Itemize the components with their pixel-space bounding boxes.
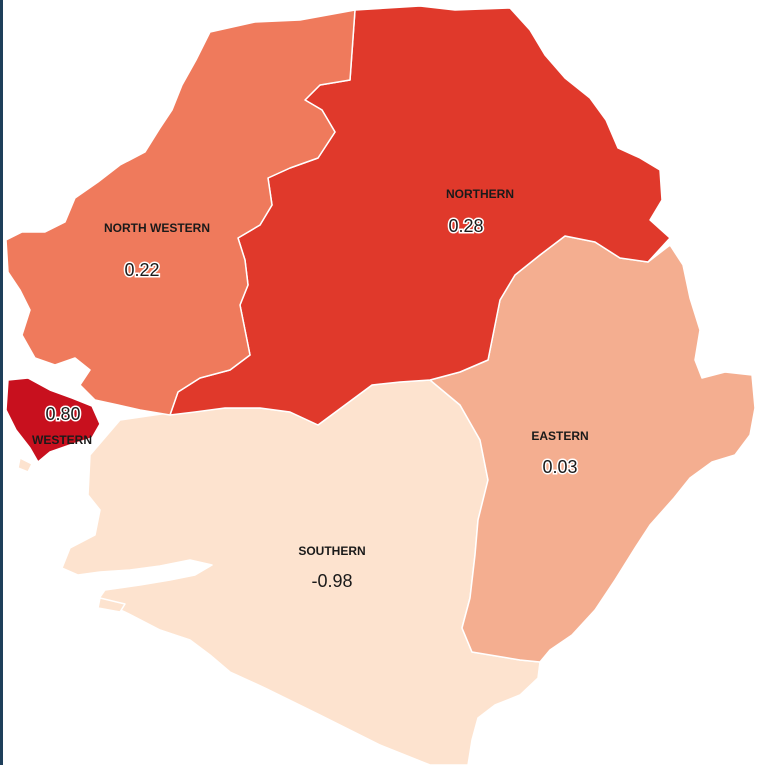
- region-label-western: WESTERN: [32, 433, 92, 447]
- region-label-northern: NORTHERN: [446, 187, 514, 201]
- region-label-north-western: NORTH WESTERN: [104, 221, 210, 235]
- region-value-southern: -0.98: [311, 571, 352, 591]
- region-north-western[interactable]: [5, 9, 356, 416]
- island-shape: [97, 597, 126, 613]
- region-southern[interactable]: [61, 379, 541, 765]
- region-value-western: 0.80: [45, 404, 80, 424]
- region-value-north-western: 0.22: [124, 260, 159, 280]
- region-label-eastern: EASTERN: [531, 429, 588, 443]
- frame-edge: [0, 0, 3, 765]
- region-value-northern: 0.28: [448, 216, 483, 236]
- region-value-eastern: 0.03: [542, 457, 577, 477]
- region-label-southern: SOUTHERN: [298, 544, 365, 558]
- island-shape: [17, 457, 33, 473]
- region-western[interactable]: [5, 377, 101, 463]
